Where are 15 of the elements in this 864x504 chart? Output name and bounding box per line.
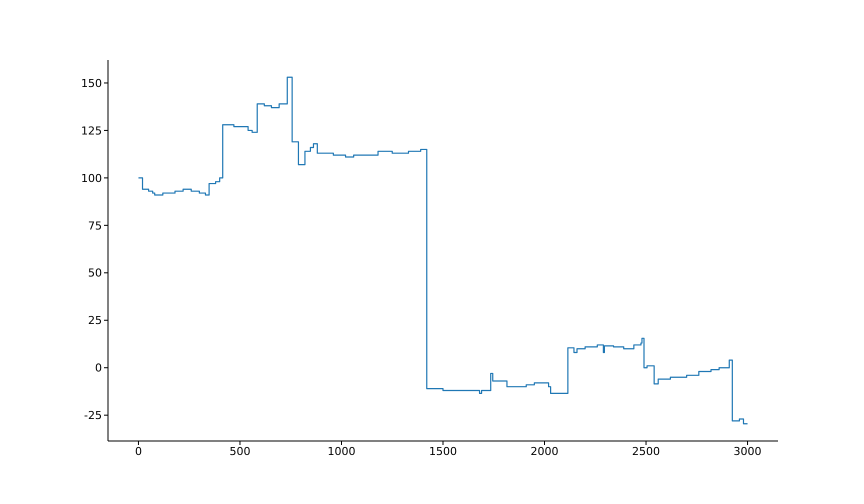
x-tick-label: 0 <box>134 444 142 458</box>
y-tick-label: 100 <box>81 172 102 185</box>
x-tick-label: 2500 <box>632 444 660 458</box>
x-tick-label: 1000 <box>327 444 356 458</box>
y-tick-label: 75 <box>88 219 102 232</box>
y-tick-label: 0 <box>95 362 102 375</box>
y-tick-label: 50 <box>88 266 102 280</box>
y-tick-label: 150 <box>81 76 102 90</box>
x-tick-label: 3000 <box>734 444 762 458</box>
y-tick-label: 125 <box>81 124 102 138</box>
x-tick-label: 1500 <box>429 444 457 458</box>
x-tick-label: 2000 <box>530 444 559 458</box>
y-tick-label: -25 <box>84 409 102 422</box>
x-tick-label: 500 <box>229 444 250 458</box>
y-tick-label: 25 <box>88 314 102 328</box>
